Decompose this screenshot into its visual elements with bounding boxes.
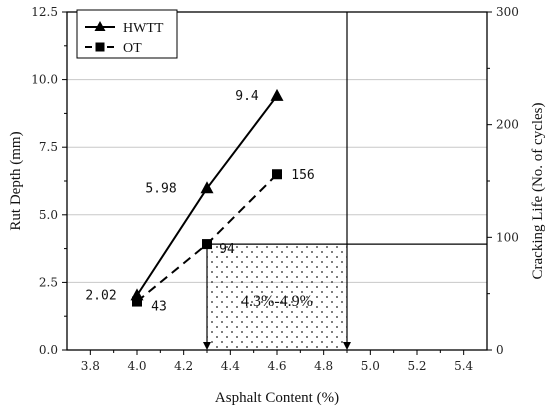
data-label-hwtt: 9.4: [235, 89, 259, 104]
y-right-tick-label: 100: [496, 230, 519, 244]
y-right-axis-title: Cracking Life (No. of cycles): [530, 102, 546, 279]
lower-bound-arrow: [203, 342, 211, 350]
square-marker: [132, 296, 142, 307]
series-lines: [130, 88, 284, 307]
square-marker: [202, 239, 212, 250]
legend: HWTT OT: [76, 9, 178, 59]
y-left-tick-label: 0.0: [39, 343, 58, 357]
y-left-axis-title: Rut Depth (mm): [8, 131, 24, 230]
x-axis-title: Asphalt Content (%): [215, 390, 339, 406]
data-label-hwtt: 5.98: [145, 181, 176, 196]
data-label-ot: 94: [219, 242, 235, 257]
y-right-tick-label: 0: [496, 343, 504, 357]
x-tick-label: 3.8: [81, 359, 100, 373]
legend-label: HWTT: [123, 21, 164, 36]
upper-bound-arrow: [343, 342, 351, 350]
y-left-tick-label: 7.5: [39, 140, 58, 154]
y-left-tick-label: 2.5: [39, 275, 58, 289]
triangle-marker: [270, 88, 284, 101]
legend-triangle-icon: [94, 21, 106, 31]
data-label-ot: 156: [291, 168, 314, 183]
data-label-hwtt: 2.02: [85, 288, 116, 303]
square-marker: [272, 169, 282, 180]
y-left-tick-label: 12.5: [31, 5, 58, 19]
data-label-ot: 43: [151, 300, 167, 315]
region-label: 4.3%-4.9%: [241, 293, 313, 310]
data-labels: 2.02 5.98 9.4 43 94 156: [85, 89, 314, 315]
x-tick-label: 5.4: [454, 359, 473, 373]
x-tick-label: 4.0: [127, 359, 146, 373]
y-left-tick-label: 5.0: [39, 208, 58, 222]
legend-box: [76, 9, 178, 59]
x-tick-label: 4.4: [221, 359, 240, 373]
optimum-region-fill: [207, 244, 347, 350]
triangle-marker: [200, 181, 214, 194]
x-tick-label: 4.8: [314, 359, 333, 373]
x-tick-label: 5.0: [361, 359, 380, 373]
axes: 3.8 4.0 4.2 4.4 4.6 4.8 5.0 5.2 5.4 0.0 2.5 5.0 7.5 1…: [8, 5, 546, 406]
x-tick-label: 4.6: [267, 359, 286, 373]
legend-square-icon: [95, 42, 105, 52]
legend-label: OT: [123, 41, 142, 56]
y-left-tick-label: 10.0: [31, 73, 58, 87]
y-right-tick-label: 300: [496, 5, 519, 19]
x-tick-label: 4.2: [174, 359, 193, 373]
optimum-region: 4.3%-4.9%: [203, 12, 487, 350]
y-right-tick-label: 200: [496, 118, 519, 132]
x-tick-label: 5.2: [407, 359, 426, 373]
